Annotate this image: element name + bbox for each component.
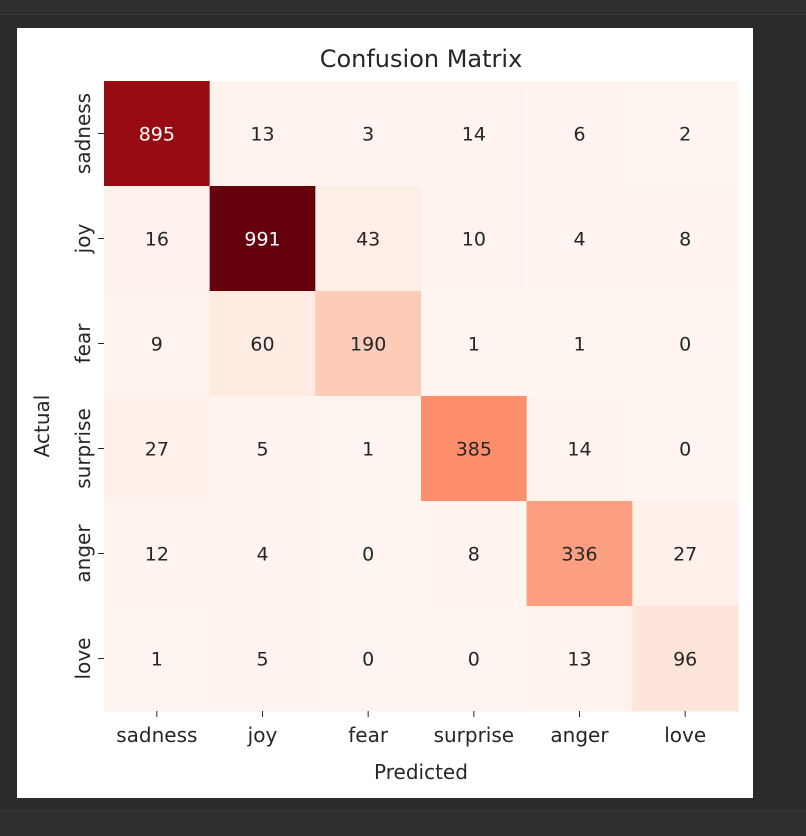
cell-value-label: 991: [244, 229, 280, 251]
heatmap-cells: 895 13 3 14 6 216 991 43 10 4 89 60 190 1 1 027 5 1 385 14 0…: [104, 81, 739, 712]
y-tick-label: surprise: [71, 408, 95, 489]
heatmap-cell: [526, 396, 633, 502]
cell-value-label: 0: [362, 544, 374, 566]
x-tick-label: anger: [550, 723, 609, 747]
heatmap-cell: [104, 81, 211, 187]
heatmap-cell: [104, 606, 211, 712]
heatmap-cell: [315, 501, 422, 607]
y-axis-label: Actual: [30, 395, 54, 458]
cell-value-label: 5: [256, 439, 268, 461]
heatmap-cell: [315, 81, 422, 187]
cell-value-label: 1: [151, 649, 163, 671]
cell-value-label: 13: [250, 124, 274, 146]
cell-value-label: 43: [356, 229, 380, 251]
heatmap-cell: [209, 81, 316, 187]
x-axis-label: Predicted: [374, 760, 468, 784]
x-tick-label: joy: [247, 723, 278, 747]
cell-value-label: 27: [673, 544, 697, 566]
heatmap-cell: [209, 501, 316, 607]
cell-value-label: 2: [679, 124, 691, 146]
cell-value-label: 27: [145, 439, 169, 461]
cell-value-label: 12: [145, 544, 169, 566]
heatmap-cell: [209, 291, 316, 397]
heatmap-cell: [315, 396, 422, 502]
chart-figure: Confusion Matrix 895 13 3 14 6 2 16 991 43 10 4 8 9 6…: [17, 28, 753, 798]
x-axis-ticks: sadness joy fear surprise anger love: [116, 711, 706, 747]
y-tick-label: anger: [71, 524, 95, 583]
confusion-matrix-chart: Confusion Matrix 895 13 3 14 6 216 991 43 10 4 89 6…: [30, 45, 739, 784]
heatmap-cell: [104, 501, 211, 607]
heatmap-cell: [315, 606, 422, 712]
heatmap-cell: [632, 81, 739, 187]
cell-value-label: 4: [256, 544, 268, 566]
cell-value-label: 8: [468, 544, 480, 566]
cell-value-label: 1: [573, 334, 585, 356]
cell-value-label: 3: [362, 124, 374, 146]
cell-value-label: 14: [567, 439, 591, 461]
heatmap-cell: [632, 501, 739, 607]
cell-value-label: 14: [462, 124, 486, 146]
x-tick-label: surprise: [434, 723, 515, 747]
cell-value-label: 0: [679, 334, 691, 356]
cell-value-label: 96: [673, 649, 697, 671]
cell-value-label: 60: [250, 334, 274, 356]
cell-value-label: 8: [679, 229, 691, 251]
heatmap-cell: [209, 186, 316, 292]
heatmap-cell: [104, 186, 211, 292]
cell-value-label: 6: [573, 124, 585, 146]
heatmap-cell: [421, 291, 528, 397]
y-tick-label: joy: [71, 224, 95, 255]
window-bottom-strip: [0, 810, 806, 836]
x-tick-label: fear: [348, 723, 389, 747]
cell-value-label: 1: [362, 439, 374, 461]
heatmap-cell: [632, 291, 739, 397]
heatmap-cell: [209, 606, 316, 712]
heatmap-cell: [421, 186, 528, 292]
x-tick-label: sadness: [116, 723, 197, 747]
cell-value-label: 385: [456, 439, 492, 461]
heatmap-cell: [104, 291, 211, 397]
y-axis-ticks: sadness joy fear surprise anger love: [71, 93, 104, 680]
cell-value-label: 336: [561, 544, 597, 566]
y-tick-label: fear: [71, 323, 95, 364]
cell-value-label: 10: [462, 229, 486, 251]
heatmap-cell: [421, 396, 528, 502]
heatmap-cell: [632, 396, 739, 502]
heatmap-cell: [315, 186, 422, 292]
cell-value-label: 13: [567, 649, 591, 671]
cell-value-label: 1: [468, 334, 480, 356]
cell-value-label: 5: [256, 649, 268, 671]
heatmap-cell: [632, 606, 739, 712]
cell-value-label: 895: [139, 124, 175, 146]
heatmap-cell: [104, 396, 211, 502]
heatmap-cell: [632, 186, 739, 292]
heatmap-cell: [209, 396, 316, 502]
y-tick-label: sadness: [71, 93, 95, 174]
heatmap-cell: [315, 291, 422, 397]
heatmap-cell: [526, 606, 633, 712]
heatmap-cell: [526, 501, 633, 607]
x-tick-label: love: [664, 723, 706, 747]
heatmap-cell: [421, 81, 528, 187]
chart-title: Confusion Matrix: [320, 45, 523, 73]
cell-value-label: 4: [573, 229, 585, 251]
heatmap-cell: [526, 81, 633, 187]
cell-value-label: 9: [151, 334, 163, 356]
cell-value-label: 0: [679, 439, 691, 461]
cell-value-label: 0: [468, 649, 480, 671]
heatmap-cell: [526, 291, 633, 397]
window-top-strip: [0, 0, 806, 15]
y-tick-label: love: [71, 638, 95, 680]
heatmap-cell: [526, 186, 633, 292]
heatmap-cell: [421, 606, 528, 712]
cell-value-label: 190: [350, 334, 386, 356]
heatmap-cell: [421, 501, 528, 607]
cell-value-label: 0: [362, 649, 374, 671]
cell-value-label: 16: [145, 229, 169, 251]
